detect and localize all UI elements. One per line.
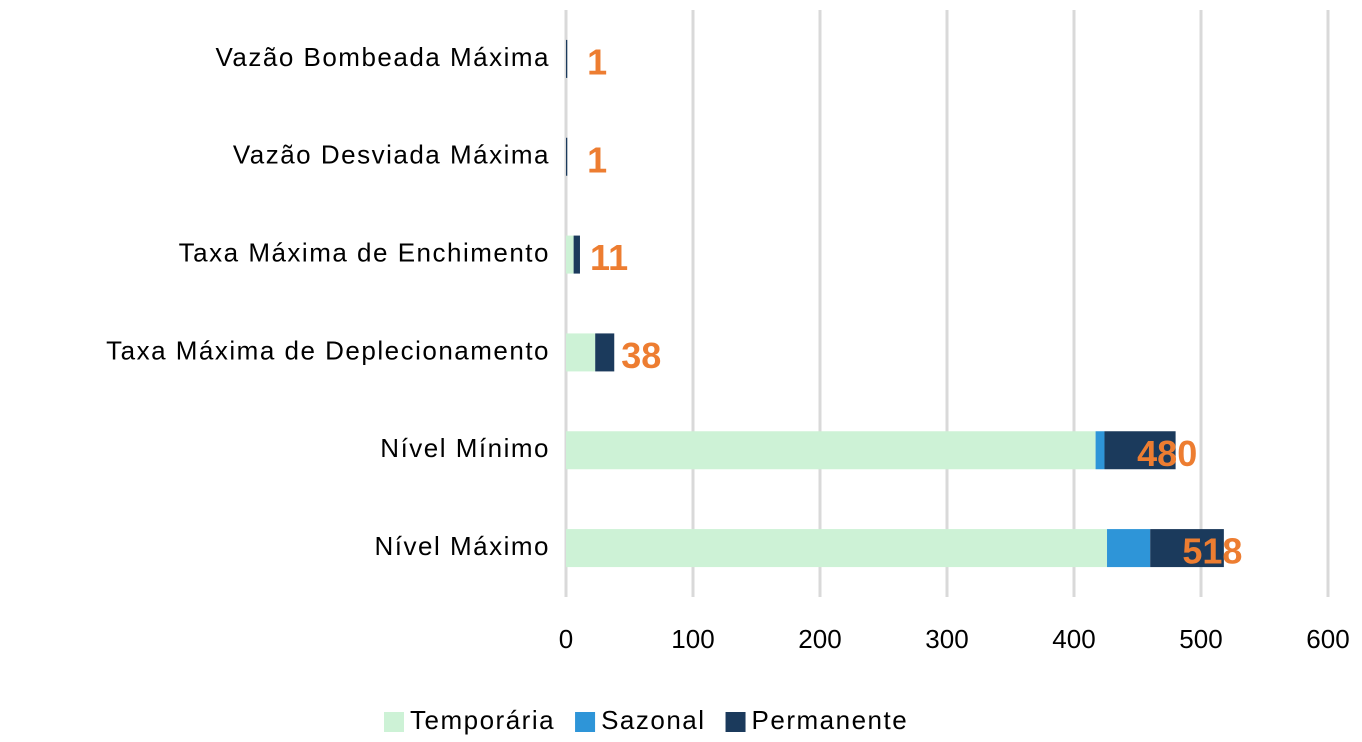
category-label: Taxa Máxima de Deplecionamento — [106, 335, 550, 365]
x-tick-label: 300 — [925, 624, 968, 654]
x-tick-label: 500 — [1179, 624, 1222, 654]
x-tick-label: 0 — [559, 624, 573, 654]
bar-segment — [1107, 529, 1151, 568]
legend-swatch — [725, 712, 746, 732]
legend-swatch — [384, 712, 404, 732]
bar-segment — [566, 39, 568, 78]
bar-segment — [1150, 529, 1224, 568]
x-tick-label: 600 — [1306, 624, 1349, 654]
bar-segment — [566, 137, 568, 176]
total-label: 38 — [621, 335, 661, 376]
category-label: Taxa Máxima de Enchimento — [179, 237, 550, 267]
x-tick-label: 100 — [671, 624, 714, 654]
bar-segment — [566, 529, 1108, 568]
total-label: 1 — [587, 139, 607, 180]
bar-segment — [573, 235, 580, 274]
total-label: 518 — [1182, 531, 1242, 572]
total-label: 1 — [587, 41, 607, 82]
category-label: Vazão Desviada Máxima — [233, 140, 550, 170]
bar-segment — [566, 431, 1096, 470]
category-label: Nível Máximo — [375, 531, 550, 561]
x-tick-label: 400 — [1052, 624, 1095, 654]
bar-segment — [1095, 431, 1105, 470]
bar-segment — [1104, 431, 1176, 470]
category-label: Nível Mínimo — [380, 433, 550, 463]
legend-label: Sazonal — [601, 705, 705, 735]
bar-segment — [566, 333, 596, 372]
category-label: Vazão Bombeada Máxima — [215, 42, 550, 72]
total-label: 11 — [590, 237, 628, 278]
legend-swatch — [575, 712, 596, 732]
x-tick-label: 200 — [798, 624, 841, 654]
bar-segment — [566, 235, 574, 274]
legend-label: Permanente — [752, 705, 909, 735]
total-label: 480 — [1137, 433, 1197, 474]
legend-label: Temporária — [410, 705, 555, 735]
bar-segment — [595, 333, 615, 372]
